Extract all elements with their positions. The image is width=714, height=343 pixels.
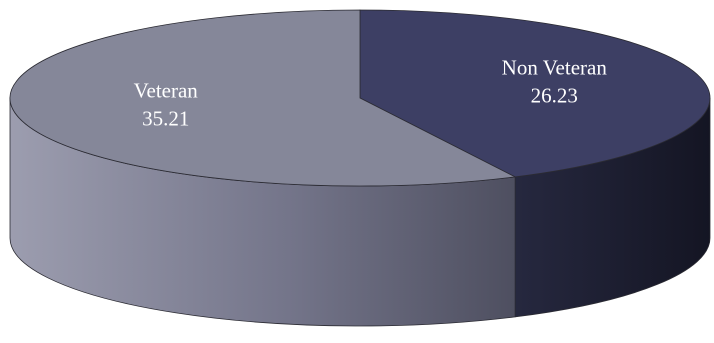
pie-slice-non-veteran <box>359 9 711 178</box>
data-label-non-veteran: Non Veteran 26.23 <box>502 56 608 108</box>
pie-slice-veteran <box>9 9 517 187</box>
data-label-value: 26.23 <box>531 84 578 108</box>
data-label-name: Veteran <box>134 78 199 102</box>
data-label-veteran: Veteran 35.21 <box>134 78 199 130</box>
data-label-name: Non Veteran <box>502 56 608 80</box>
data-label-value: 35.21 <box>142 106 189 130</box>
